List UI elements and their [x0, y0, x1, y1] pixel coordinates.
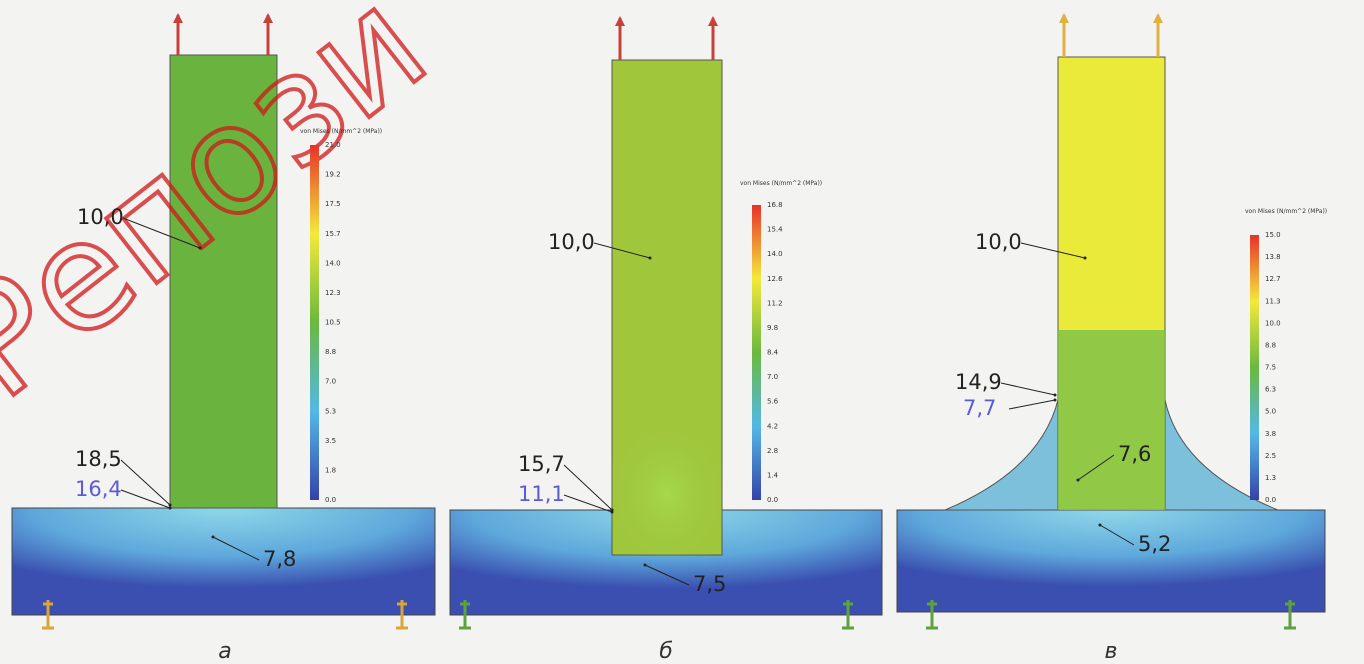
annotation: 7,7 [963, 396, 996, 420]
leader-dot [212, 536, 215, 539]
arrow-head [708, 16, 718, 26]
legend-title: von Mises (N/mm^2 (MPa)) [1245, 208, 1327, 215]
legend-tick: 12.3 [325, 289, 341, 297]
legend-tick: 5.6 [767, 398, 779, 406]
leader-dot [169, 504, 172, 507]
leader-dot [1054, 394, 1057, 397]
annotation: 7,5 [693, 572, 726, 596]
legend-tick: 5.0 [1265, 408, 1276, 416]
leader-dot [649, 257, 652, 260]
legend-tick: 2.5 [1265, 452, 1276, 460]
legend-tick: 7.0 [767, 373, 778, 381]
figure: Репози von Mises (N/mm^2 (MPa))21.019.21… [0, 0, 1364, 664]
legend-title: von Mises (N/mm^2 (MPa)) [740, 180, 822, 187]
leader-dot [169, 507, 172, 510]
annotation: 11,1 [518, 482, 565, 506]
legend-tick: 13.8 [1265, 253, 1281, 261]
annotation: 5,2 [1138, 532, 1171, 556]
annotation: 14,9 [955, 370, 1002, 394]
legend-tick: 7.5 [1265, 364, 1276, 372]
leader-line [1009, 400, 1055, 409]
legend-tick: 6.3 [1265, 386, 1276, 394]
legend-tick: 10.5 [325, 319, 341, 327]
annotation: 10,0 [77, 205, 124, 229]
legend-tick: 7.0 [325, 378, 336, 386]
annotation: 15,7 [518, 452, 565, 476]
legend-tick: 15.0 [1265, 231, 1281, 239]
leader-line [121, 460, 170, 505]
legend-tick: 15.4 [767, 226, 783, 234]
legend-tick: 0.0 [325, 496, 336, 504]
legend-tick: 16.8 [767, 201, 783, 209]
leader-line [1001, 383, 1055, 395]
arrow-head [1153, 13, 1163, 23]
legend-tick: 0.0 [767, 496, 778, 504]
legend-tick: 1.3 [1265, 474, 1276, 482]
column-shade [612, 420, 722, 555]
legend-tick: 3.8 [1265, 430, 1276, 438]
annotation: 7,6 [1118, 442, 1151, 466]
legend-title: von Mises (N/mm^2 (MPa)) [300, 128, 382, 135]
leader-dot [644, 564, 647, 567]
colorbar [752, 205, 761, 500]
leader-dot [1099, 524, 1102, 527]
legend-tick: 11.3 [1265, 297, 1281, 305]
leader-dot [1077, 479, 1080, 482]
legend-tick: 9.8 [767, 324, 778, 332]
base-plate [897, 510, 1325, 612]
legend-tick: 2.8 [767, 447, 778, 455]
annotation: 7,8 [263, 547, 296, 571]
legend-tick: 8.8 [325, 348, 336, 356]
legend-tick: 1.4 [767, 471, 779, 479]
base-plate [12, 508, 435, 615]
leader-dot [1054, 399, 1057, 402]
legend-tick: 8.4 [767, 349, 779, 357]
legend-tick: 11.2 [767, 299, 783, 307]
leader-dot [199, 247, 202, 250]
legend-tick: 19.2 [325, 171, 341, 179]
colorbar [1250, 235, 1259, 500]
legend-tick: 0.0 [1265, 496, 1276, 504]
legend-tick: 3.5 [325, 437, 336, 445]
legend-tick: 12.6 [767, 275, 783, 283]
legend-tick: 15.7 [325, 230, 341, 238]
arrow-head [1059, 13, 1069, 23]
arrow-head [173, 13, 183, 23]
panel-label: а [218, 639, 231, 664]
legend-tick: 5.3 [325, 407, 336, 415]
legend-tick: 4.2 [767, 422, 778, 430]
legend-tick: 1.8 [325, 466, 336, 474]
annotation: 18,5 [75, 447, 122, 471]
legend-tick: 8.8 [1265, 341, 1276, 349]
colorbar [310, 145, 319, 500]
arrow-head [615, 16, 625, 26]
leader-dot [611, 511, 614, 514]
leader-dot [1084, 257, 1087, 260]
panel-label: в [1105, 639, 1118, 664]
legend-tick: 10.0 [1265, 319, 1281, 327]
legend-tick: 14.0 [325, 259, 341, 267]
leader-line [121, 490, 170, 508]
legend-tick: 12.7 [1265, 275, 1281, 283]
support [1284, 600, 1296, 628]
column-shade [1058, 330, 1165, 510]
support [926, 600, 938, 628]
annotation: 10,0 [548, 230, 595, 254]
annotation: 16,4 [75, 477, 122, 501]
legend-tick: 17.5 [325, 200, 341, 208]
legend-tick: 21.0 [325, 141, 341, 149]
legend-tick: 14.0 [767, 250, 783, 258]
annotation: 10,0 [975, 230, 1022, 254]
panel-label: б [659, 639, 673, 664]
